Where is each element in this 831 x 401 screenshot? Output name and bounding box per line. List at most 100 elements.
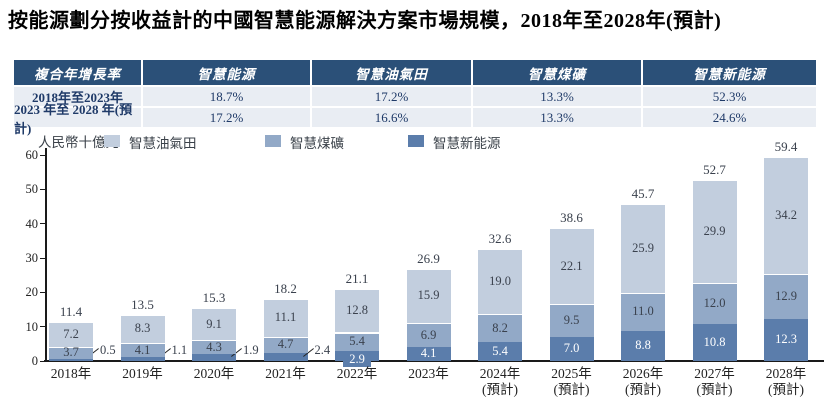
segment-value-label: 5.4	[492, 344, 508, 359]
x-axis-category-label: 2025年 (預計)	[551, 366, 592, 397]
y-axis-tick-label: 30	[25, 251, 39, 265]
x-axis-category-label: 2023年	[408, 366, 449, 381]
bar-segment	[478, 249, 522, 315]
bar-segment	[621, 330, 665, 361]
bar-segment	[692, 282, 737, 324]
segment-value-label: 4.1	[420, 346, 437, 361]
bar-total-label: 32.6	[488, 231, 512, 247]
y-axis-tick	[40, 326, 46, 328]
y-axis-tick-label: 50	[25, 182, 39, 197]
segment-value-label: 1.1	[171, 343, 188, 357]
bar-segment	[192, 339, 236, 355]
x-axis-category-suffix: (預計)	[768, 382, 804, 397]
segment-value-label: 4.1	[134, 342, 151, 357]
segment-value-label: 10.8	[703, 334, 726, 349]
cagr-value-cell: 24.6%	[643, 108, 816, 127]
legend-label: 智慧油氣田	[129, 136, 197, 151]
x-axis-category-suffix: (預計)	[696, 382, 733, 397]
bar-segment	[549, 336, 594, 361]
page-title: 按能源劃分按收益計的中國智慧能源解決方案市場規模，2018年至2028年(預計)	[8, 10, 722, 32]
y-axis-tick	[40, 257, 46, 259]
segment-value-label: 29.9	[703, 223, 726, 238]
y-axis-tick	[40, 154, 46, 156]
x-axis-category-label: 2028年 (預計)	[765, 366, 807, 397]
segment-value-label: 8.8	[635, 338, 651, 353]
cagr-value-cell: 52.3%	[643, 87, 816, 106]
x-axis-category-label: 2019年	[122, 366, 163, 381]
segment-value-label: 8.3	[134, 321, 151, 336]
bar-segment	[192, 308, 236, 340]
bar-total-label: 18.2	[274, 280, 297, 296]
x-axis-line	[44, 360, 824, 362]
legend-item: 智慧煤礦	[265, 132, 344, 152]
segment-value-label: 12.8	[346, 303, 368, 318]
bar-segment	[120, 357, 165, 361]
segment-value-label: 4.7	[277, 337, 294, 352]
segment-value-label: 12.0	[703, 295, 726, 310]
bar-segment	[692, 180, 737, 283]
y-axis-tick-label: 20	[25, 285, 39, 300]
x-axis-category-label: 2022年	[336, 366, 378, 381]
segment-value-label: 12.3	[775, 332, 797, 347]
bar-total-label: 52.7	[703, 162, 726, 178]
segment-value-label: 12.9	[775, 289, 797, 304]
cagr-header-cell: 智慧新能源	[643, 60, 816, 85]
x-axis-category-label: 2024年 (預計)	[479, 366, 521, 397]
cagr-row-label: 2018年至2023年	[14, 87, 141, 106]
segment-value-label: 22.1	[560, 258, 583, 273]
y-axis-tick	[40, 291, 46, 293]
y-axis-tick-label: 10	[25, 319, 39, 334]
cagr-header-cell: 智慧煤礦	[473, 60, 641, 85]
legend-item: 智慧油氣田	[104, 132, 197, 152]
cagr-value-cell: 16.6%	[312, 108, 471, 127]
cagr-value-cell: 13.3%	[473, 87, 641, 106]
bar-total-label: 21.1	[345, 270, 369, 286]
bar-total-label: 11.4	[59, 303, 83, 319]
segment-value-label: 19.0	[489, 274, 511, 289]
y-axis-tick-label: 40	[25, 216, 39, 231]
bar-total-label: 15.3	[202, 290, 226, 306]
bar-segment	[764, 274, 808, 319]
bar-segment	[549, 304, 594, 337]
segment-value-label: 15.9	[417, 288, 440, 303]
bar-segment	[263, 298, 308, 337]
cagr-header-cell: 智慧能源	[143, 60, 310, 85]
bar-segment	[263, 352, 308, 361]
bar-segment	[692, 323, 737, 361]
bar-segment	[764, 157, 808, 275]
cagr-value-cell: 17.2%	[312, 87, 471, 106]
legend-swatch-icon	[265, 135, 281, 147]
y-axis-tick-label: 60	[25, 148, 39, 162]
segment-value-label: 1.9	[243, 343, 259, 357]
segment-value-label: 9.5	[563, 313, 580, 328]
segment-value-label: 9.1	[206, 316, 222, 331]
bar-segment	[49, 359, 93, 361]
segment-value-label: 2.4	[314, 343, 331, 357]
bar-segment	[263, 336, 308, 353]
bar-segment	[335, 332, 379, 352]
segment-value-label: 34.2	[775, 208, 797, 223]
y-axis-line	[45, 148, 47, 362]
bar-segment	[49, 346, 93, 360]
segment-value-label: 0.5	[100, 343, 116, 357]
bar-total-label: 38.6	[560, 210, 583, 226]
x-axis-category-label: 2026年 (預計)	[622, 366, 664, 397]
segment-value-label: 2.9	[343, 351, 371, 368]
bar-segment	[406, 268, 451, 324]
x-axis-category-label: 2027年 (預計)	[694, 366, 735, 397]
bar-segment	[621, 204, 665, 294]
segment-value-label: 6.9	[420, 327, 437, 342]
bar-segment	[120, 314, 165, 344]
segment-value-label: 8.2	[492, 320, 508, 335]
cagr-row-label: 2023 年至 2028 年(預計)	[14, 102, 141, 136]
segment-value-label: 25.9	[632, 241, 654, 256]
legend-swatch-icon	[104, 135, 120, 147]
bar-segment	[406, 346, 451, 361]
bar-segment	[120, 343, 165, 358]
cagr-value-cell: 13.3%	[473, 108, 641, 127]
legend-label: 智慧新能源	[433, 136, 501, 151]
bar-segment	[406, 323, 451, 347]
segment-value-label: 4.3	[206, 339, 222, 354]
cagr-header-cell: 智慧油氣田	[312, 60, 471, 85]
